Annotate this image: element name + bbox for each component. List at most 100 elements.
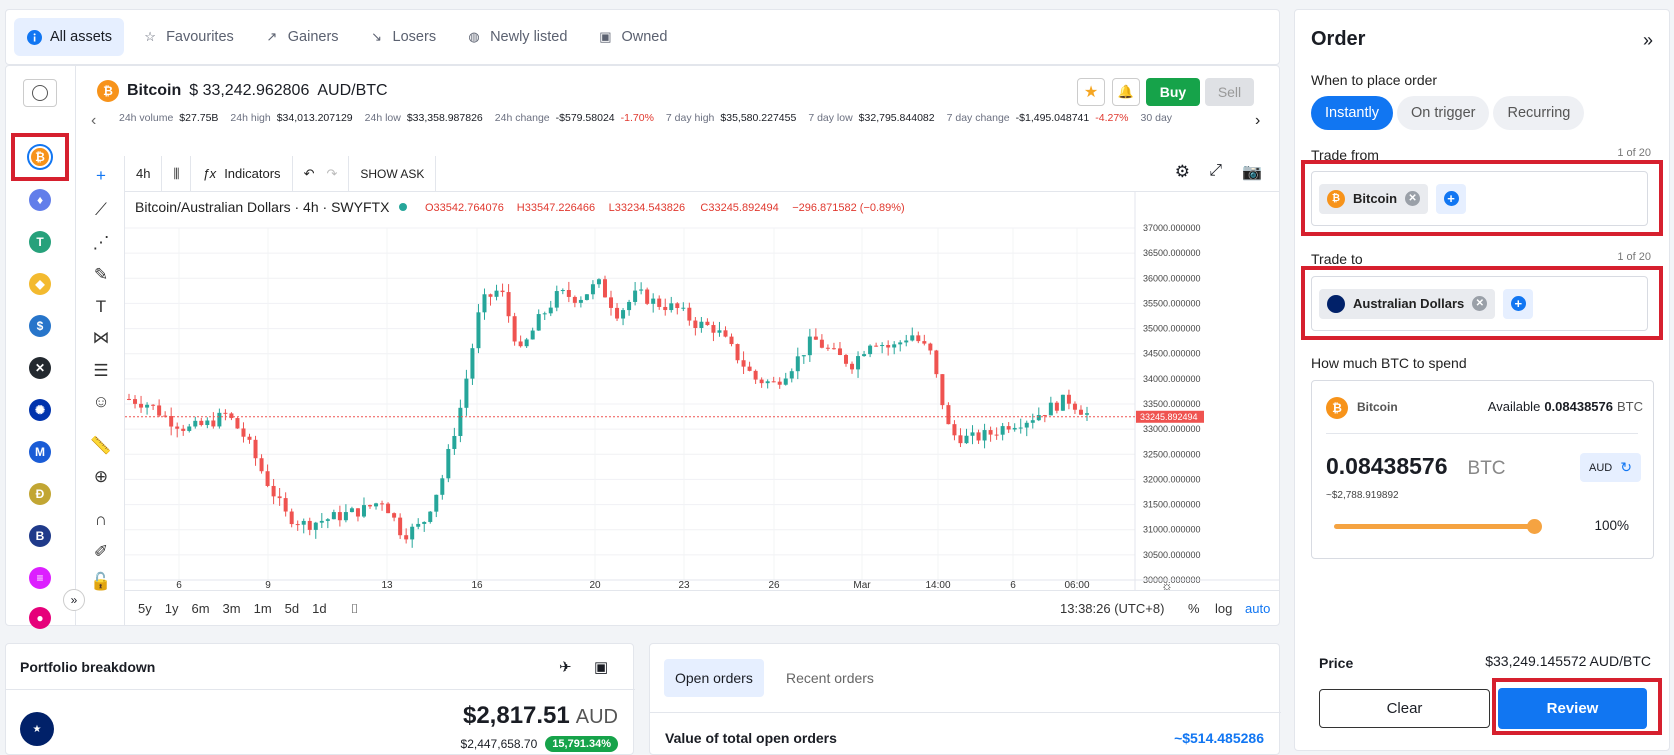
add-to-asset-button[interactable]: +: [1503, 288, 1534, 319]
scale-log[interactable]: log: [1215, 601, 1233, 616]
emoji-icon[interactable]: ☺: [92, 392, 110, 411]
candle-body: [687, 307, 692, 321]
scale-percent[interactable]: %: [1188, 601, 1200, 616]
text-icon[interactable]: T: [95, 297, 107, 316]
trade-from-field[interactable]: ₿ Bitcoin ✕ +: [1311, 171, 1648, 226]
ethereum-icon[interactable]: ♦: [29, 189, 51, 211]
polygon-icon[interactable]: M: [29, 441, 51, 463]
candle-body: [970, 432, 975, 436]
wallet-icon: ▣: [599, 29, 612, 44]
fib-icon[interactable]: ⋰: [92, 233, 110, 252]
crosshair-icon[interactable]: +: [96, 166, 106, 185]
clear-button[interactable]: Clear: [1319, 689, 1490, 728]
chevron-left-icon[interactable]: ‹: [91, 112, 97, 129]
xrp-icon[interactable]: ✕: [29, 357, 51, 379]
favourite-star-icon[interactable]: ★: [1077, 78, 1105, 106]
lock-icon[interactable]: 🔓: [90, 572, 112, 591]
scale-auto[interactable]: auto: [1245, 601, 1271, 616]
add-from-asset-button[interactable]: +: [1436, 183, 1467, 214]
buy-button[interactable]: Buy: [1146, 78, 1200, 106]
candle-body: [223, 412, 228, 414]
amount-input[interactable]: 0.08438576 BTC: [1326, 453, 1506, 479]
amount-slider[interactable]: [1334, 519, 1542, 534]
mode-recurring[interactable]: Recurring: [1493, 96, 1585, 130]
tab-newly-listed[interactable]: ◍ Newly listed: [454, 18, 579, 56]
tf-1d[interactable]: 1d: [312, 601, 327, 616]
chart-area[interactable]: 37000.000000 36500.000000 36000.000000 3550…: [125, 192, 1280, 593]
pattern-icon[interactable]: ⋈: [92, 328, 110, 347]
magnet-icon[interactable]: ∩: [94, 510, 108, 529]
approx-value: ~$2,788.919892: [1326, 490, 1399, 501]
fullscreen-icon[interactable]: ⤢: [1209, 162, 1222, 179]
mode-instantly[interactable]: Instantly: [1311, 96, 1393, 130]
brush-icon[interactable]: ✎: [93, 265, 109, 284]
tf-5y[interactable]: 5y: [138, 601, 152, 616]
tf-3m[interactable]: 3m: [222, 601, 241, 616]
polkadot-icon[interactable]: ●: [29, 607, 51, 629]
chart-card: ₿ ♦ T ◆ $ ✕ ✺ M Ð B ≡ ● » ₿ Bitcoin $ 33…: [5, 65, 1280, 629]
collapse-panel-icon[interactable]: »: [1642, 30, 1653, 50]
candle-style-icon[interactable]: ⫼: [162, 156, 192, 191]
date-range-icon[interactable]: ⌷: [350, 600, 359, 616]
remove-icon[interactable]: ✕: [1405, 191, 1421, 206]
tab-recent-orders[interactable]: Recent orders: [786, 670, 874, 686]
show-ask-button[interactable]: SHOW ASK: [349, 156, 437, 191]
cardano-icon[interactable]: ✺: [29, 399, 51, 421]
trade-to-label: Trade to: [1311, 251, 1363, 267]
chevron-right-icon[interactable]: ›: [1255, 112, 1261, 129]
bnb-icon[interactable]: ◆: [29, 273, 51, 295]
binance-usd-icon[interactable]: B: [29, 525, 51, 547]
dogecoin-icon[interactable]: Ð: [29, 483, 51, 505]
currency-toggle[interactable]: AUD ↻: [1580, 453, 1641, 482]
review-button[interactable]: Review: [1498, 688, 1647, 729]
tf-1y[interactable]: 1y: [164, 601, 179, 616]
tab-owned[interactable]: ▣ Owned: [599, 29, 668, 45]
hide-balance-icon[interactable]: ✈: [559, 659, 572, 676]
candle-body: [627, 301, 632, 311]
candle-body: [446, 448, 451, 479]
prediction-icon[interactable]: ☰: [93, 361, 109, 380]
tab-gainers[interactable]: ↗ Gainers: [252, 18, 351, 56]
price-chart[interactable]: 37000.000000 36500.000000 36000.000000 3550…: [125, 192, 1280, 593]
candle-body: [283, 498, 288, 512]
mode-on-trigger[interactable]: On trigger: [1397, 96, 1490, 130]
zoom-icon[interactable]: ⊕: [93, 467, 109, 486]
candle-body: [1072, 403, 1077, 410]
all-coins-button[interactable]: [23, 79, 57, 107]
candle-body: [163, 415, 168, 417]
interval-select[interactable]: 4h: [125, 156, 163, 191]
candle-body: [494, 290, 499, 297]
sell-button[interactable]: Sell: [1205, 78, 1254, 106]
camera-icon[interactable]: 📷: [1242, 164, 1262, 181]
remove-icon[interactable]: ✕: [1472, 296, 1488, 311]
lock-drawing-icon[interactable]: ✐: [93, 542, 109, 561]
tab-favourites[interactable]: ☆ Favourites: [130, 18, 246, 56]
tab-all-assets[interactable]: All assets: [14, 18, 125, 56]
tether-icon[interactable]: T: [29, 231, 51, 253]
axis-settings-icon[interactable]: ☼: [1161, 578, 1173, 593]
tab-losers[interactable]: ↘ Losers: [357, 18, 449, 56]
bell-icon[interactable]: 🔔: [1112, 78, 1140, 106]
settings-icon[interactable]: ⚙: [1174, 162, 1190, 181]
slider-handle[interactable]: [1527, 519, 1542, 534]
bitcoin-icon[interactable]: ₿: [29, 146, 51, 168]
tf-1m[interactable]: 1m: [253, 601, 272, 616]
ruler-icon[interactable]: 📏: [90, 436, 112, 455]
portfolio-value: $2,817.51 AUD: [462, 702, 618, 729]
wallet-icon[interactable]: ▣: [594, 659, 609, 676]
x-tick-label: 6: [176, 580, 182, 590]
trade-to-field[interactable]: Australian Dollars ✕ +: [1311, 276, 1648, 331]
candle-body: [693, 320, 698, 328]
tf-5d[interactable]: 5d: [284, 601, 300, 616]
usdc-icon[interactable]: $: [29, 315, 51, 337]
tab-open-orders[interactable]: Open orders: [664, 659, 764, 697]
indicators-button[interactable]: ƒx Indicators: [191, 156, 293, 191]
candle-body: [988, 430, 993, 435]
x-tick-label: 20: [589, 580, 601, 590]
trendline-icon[interactable]: ⟋: [95, 200, 107, 219]
fx-icon: ƒx: [202, 166, 217, 181]
solana-icon[interactable]: ≡: [29, 567, 51, 589]
undo-icon[interactable]: ↶ ↷: [293, 156, 350, 191]
expand-sidebar-icon[interactable]: »: [63, 589, 85, 611]
tf-6m[interactable]: 6m: [191, 601, 210, 616]
